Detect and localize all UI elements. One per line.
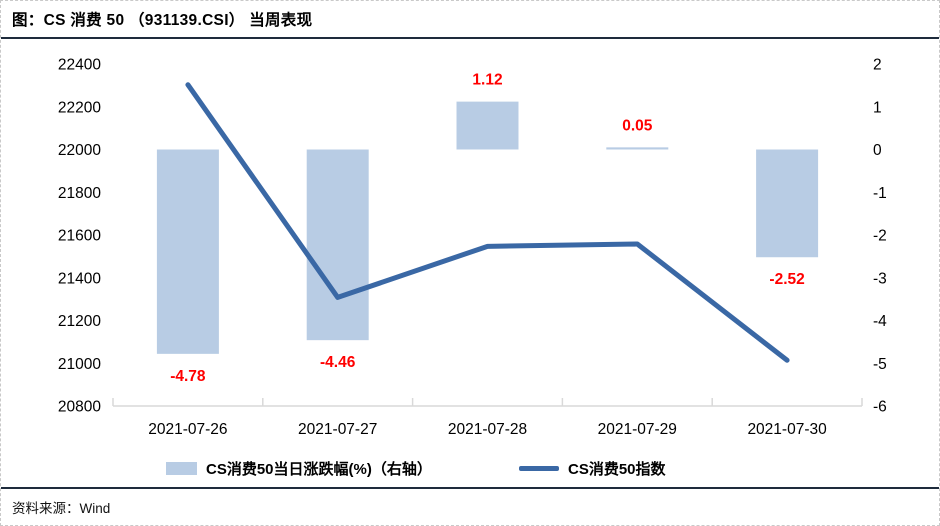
bar [156,149,219,354]
legend-item-line: CS消费50指数 [519,458,666,479]
bar-series-swatch [166,462,197,475]
source-divider [1,487,939,489]
y-axis-right-tick-label: -6 [873,399,887,416]
y-axis-left-tick-label: 21800 [58,185,101,202]
y-axis-left-tick-label: 22000 [58,142,101,159]
bar-value-label: 0.05 [622,117,653,134]
legend-line-label: CS消费50指数 [568,461,666,478]
legend-item-bar: CS消费50当日涨跌幅(%)（右轴） [166,458,432,479]
x-axis-category-label: 2021-07-26 [148,421,227,438]
bar-value-label: -2.52 [769,271,804,288]
title-divider [1,37,939,39]
y-axis-right-tick-label: -2 [873,228,887,245]
y-axis-left-tick-label: 21400 [58,270,101,287]
x-axis-category-label: 2021-07-28 [448,421,527,438]
x-axis-category-label: 2021-07-29 [598,421,677,438]
y-axis-right-tick-label: -5 [873,356,887,373]
bar [756,149,819,258]
x-axis-category-label: 2021-07-27 [298,421,377,438]
source-note: 资料来源：Wind [12,501,111,516]
bar-value-label: 1.12 [472,72,502,89]
y-axis-left-tick-label: 20800 [58,399,101,416]
x-axis-category-label: 2021-07-30 [747,421,827,438]
y-axis-left-tick-label: 22400 [58,57,101,74]
bar [606,147,669,150]
bar-value-label: -4.46 [320,354,356,371]
y-axis-right-tick-label: 1 [873,99,882,116]
line-series-swatch [519,466,559,471]
y-axis-right-tick-label: -4 [873,313,887,330]
y-axis-left-tick-label: 21200 [58,313,101,330]
figure-title: 图：CS 消费 50 （931139.CSI） 当周表现 [12,12,313,29]
bar [456,101,519,150]
y-axis-right-tick-label: -3 [873,270,887,287]
bar [306,149,369,341]
y-axis-right-tick-label: 0 [873,142,882,159]
y-axis-right-tick-label: -1 [873,185,887,202]
bar-value-label: -4.78 [170,368,206,385]
y-axis-left-tick-label: 22200 [58,99,101,116]
line-series [185,82,790,363]
y-axis-right-tick-label: 2 [873,57,882,74]
legend-bar-label: CS消费50当日涨跌幅(%)（右轴） [206,461,432,478]
y-axis-left-tick-label: 21600 [58,228,101,245]
y-axis-left-tick-label: 21000 [58,356,101,373]
